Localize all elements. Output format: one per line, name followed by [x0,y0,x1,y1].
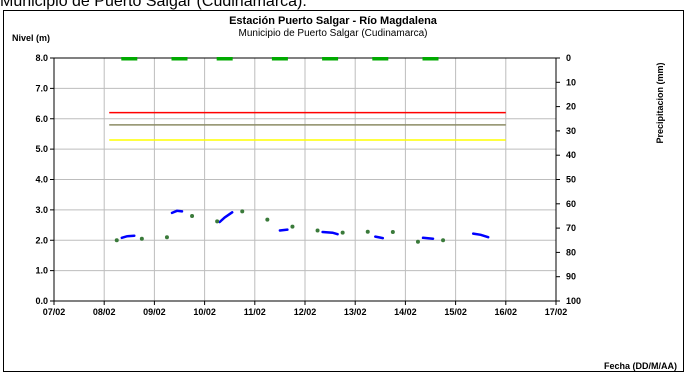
chart-svg: Estación Puerto Salgar - Río Magdalena M… [12,15,677,371]
y-tick-label: 0.0 [35,296,48,306]
level-point [340,230,345,235]
x-tick-label: 13/02 [344,307,367,317]
precip-bar [121,57,138,61]
level-point [365,229,370,234]
y-tick-label: 6.0 [35,114,48,124]
y2-tick-label: 80 [566,247,576,257]
precip-bar [372,57,389,61]
level-point [114,238,119,243]
page-caption: Municipio de Puerto Salgar (Cudinamarca)… [0,0,307,10]
level-point [139,236,144,241]
x-tick-label: 17/02 [545,307,568,317]
y2-tick-label: 10 [566,77,576,87]
y-tick-label: 5.0 [35,144,48,154]
x-axis-label: Fecha (DD/M/AA) [604,361,677,371]
level-point [215,219,220,224]
x-tick-label: 14/02 [394,307,417,317]
y-axis-label: Nivel (m) [12,33,50,43]
plot-layer: 0.0 1.0 2.0 3.0 4.0 5.0 6.0 7.0 8.0 0 10 20 30 40 50 60… [35,53,581,317]
y2-tick-label: 90 [566,272,576,282]
x-tick-label: 07/02 [43,307,66,317]
y2-tick-label: 60 [566,199,576,209]
x-tick-label: 15/02 [444,307,467,317]
y2-tick-label: 0 [566,53,571,63]
x-tick-label: 08/02 [93,307,116,317]
level-segment [278,228,289,232]
y-tick-label: 2.0 [35,235,48,245]
level-segment [374,235,385,240]
level-point [190,213,195,218]
x-tick-label: 09/02 [143,307,166,317]
y2-tick-label: 70 [566,223,576,233]
level-point [415,239,420,244]
y-tick-label: 1.0 [35,266,48,276]
y2-tick-label: 20 [566,102,576,112]
precip-bar [271,57,288,61]
chart-title: Estación Puerto Salgar - Río Magdalena [229,15,438,27]
level-segment [471,232,490,239]
y2-axis-label: Precipitacion (mm) [655,62,665,143]
level-point [240,209,245,214]
y-tick-label: 8.0 [35,53,48,63]
precip-bar [322,57,339,61]
y2-tick-label: 50 [566,175,576,185]
y-tick-label: 4.0 [35,175,48,185]
level-segment [218,211,234,224]
y2-tick-label: 30 [566,126,576,136]
level-point [390,230,395,235]
y-tick-label: 7.0 [35,83,48,93]
level-point [290,224,295,229]
precip-bar [422,57,439,61]
precip-bar [216,57,233,61]
level-point [441,238,446,243]
x-tick-label: 16/02 [495,307,518,317]
x-tick-label: 12/02 [294,307,317,317]
level-segment [170,209,184,215]
y-tick-label: 3.0 [35,205,48,215]
chart-frame: Estación Puerto Salgar - Río Magdalena M… [3,10,684,372]
precip-bar [171,57,188,61]
level-point [164,235,169,240]
level-point [265,217,270,222]
y2-tick-label: 40 [566,150,576,160]
level-point [315,228,320,233]
chart-subtitle: Municipio de Puerto Salgar (Cudinamarca) [239,28,428,39]
y2-tick-label: 100 [566,296,581,306]
x-tick-label: 11/02 [244,307,266,317]
level-segment [421,236,435,240]
level-segment [120,234,136,240]
x-tick-label: 10/02 [193,307,216,317]
level-segment [321,230,339,236]
